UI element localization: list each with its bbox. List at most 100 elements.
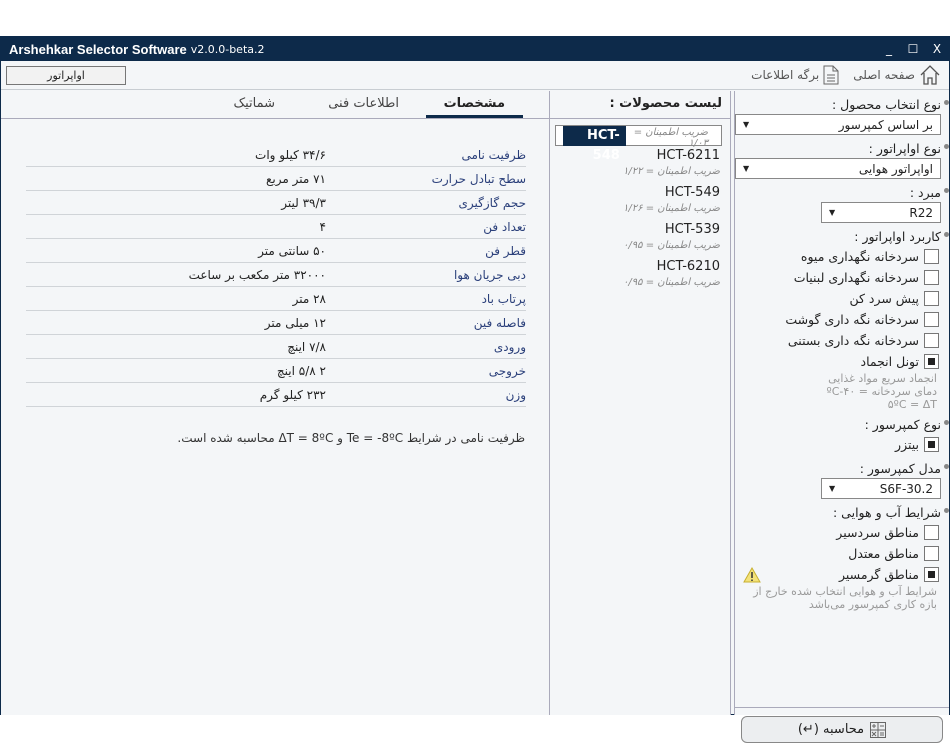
usage-label: کاربرد اواپراتور : — [735, 223, 949, 246]
safety-factor: ضریب اطمینان = ۱/۲۲ — [623, 166, 720, 177]
checkbox-box — [924, 249, 939, 264]
product-type-label: نوع انتخاب محصول : — [735, 91, 949, 114]
climates-checkbox[interactable]: مناطق سردسیر — [735, 522, 939, 543]
checkbox-box — [924, 354, 939, 369]
safety-factor: ضریب اطمینان = ۱/۰۳ — [633, 127, 708, 149]
home-link[interactable]: صفحه اصلی — [853, 64, 941, 86]
spec-row: وزن ۲۳۲ کیلو گرم — [26, 383, 526, 407]
product-list: لیست محصولات : HCT-548 ضریب اطمینان = ۱/۰… — [550, 91, 731, 715]
spec-value: ۱۲ میلی متر — [264, 316, 326, 330]
compressor-model-select[interactable]: S6F-30.2 ▼ — [821, 478, 941, 499]
hint-line: دمای سردخانه = ۴۰-ºC — [826, 385, 937, 398]
product-name: HCT-6210 — [656, 259, 720, 274]
tab-schematic[interactable]: شماتیک — [233, 96, 275, 111]
spec-row: قطر فن ۵۰ سانتی متر — [26, 239, 526, 263]
spec-label: وزن — [505, 388, 526, 402]
tab-bar: مشخصات اطلاعات فنی شماتیک — [1, 91, 549, 119]
spec-row: ورودی ۷/۸ اینچ — [26, 335, 526, 359]
checkbox-box — [924, 567, 939, 582]
details-panel: مشخصات اطلاعات فنی شماتیک ظرفیت نامی ۳۴/۶… — [1, 91, 550, 715]
calculate-button[interactable]: محاسبه (↵) — [741, 716, 943, 743]
product-item[interactable]: HCT-549 ضریب اطمینان = ۱/۲۶ — [555, 183, 726, 220]
checkbox-box — [924, 546, 939, 561]
spec-value: ۲۸ متر — [292, 292, 326, 306]
compressor-type-checkbox[interactable]: بیتزر — [735, 434, 939, 455]
spec-label: پرتاب باد — [481, 292, 526, 306]
evap-type-value: اواپراتور هوایی — [858, 161, 933, 176]
checkbox-label: سردخانه نگه داری گوشت — [785, 312, 919, 327]
spec-row: تعداد فن ۴ — [26, 215, 526, 239]
title-bar: Arshehkar Selector Software v2.0.0-beta.… — [1, 37, 949, 61]
checkbox-box — [924, 333, 939, 348]
usages-checkbox[interactable]: تونل انجماد — [735, 351, 939, 372]
checkbox-label: پیش سرد کن — [849, 291, 919, 306]
checkbox-box — [924, 525, 939, 540]
checkbox-label: سردخانه نگهداری لبنیات — [793, 270, 919, 285]
evaporator-button[interactable]: اواپراتور — [6, 66, 126, 85]
checkbox-label: مناطق گرمسیر — [839, 567, 919, 582]
info-sheet-link[interactable]: برگه اطلاعات — [751, 65, 839, 85]
checkbox-label: مناطق معتدل — [848, 546, 919, 561]
refrigerant-label: مبرد : — [735, 179, 949, 202]
refrigerant-select[interactable]: R22 ▼ — [821, 202, 941, 223]
product-item[interactable]: HCT-6211 ضریب اطمینان = ۱/۲۲ — [555, 146, 726, 183]
evap-type-label: نوع اواپراتور : — [735, 135, 949, 158]
product-type-value: بر اساس کمپرسور — [838, 117, 933, 132]
climate-label: شرایط آب و هوایی : — [735, 499, 949, 522]
toolbar: اواپراتور صفحه اصلی برگه اطلاعات — [1, 61, 949, 90]
app-version: v2.0.0-beta.2 — [190, 42, 265, 56]
spec-value: ۲۳۲ کیلو گرم — [259, 388, 326, 402]
climates-checkbox[interactable]: مناطق گرمسیر — [735, 564, 939, 585]
usages-checkbox[interactable]: سردخانه نگهداری میوه — [735, 246, 939, 267]
tab-technical-info[interactable]: اطلاعات فنی — [328, 96, 399, 111]
evap-type-select[interactable]: اواپراتور هوایی ▼ — [735, 158, 941, 179]
spec-label: ظرفیت نامی — [461, 148, 526, 162]
app-window: Arshehkar Selector Software v2.0.0-beta.… — [0, 36, 950, 743]
usages-checkbox[interactable]: پیش سرد کن — [735, 288, 939, 309]
usages-checkbox[interactable]: سردخانه نگه داری بستنی — [735, 330, 939, 351]
spec-row: پرتاب باد ۲۸ متر — [26, 287, 526, 311]
product-item[interactable]: HCT-539 ضریب اطمینان = ۰/۹۵ — [555, 220, 726, 257]
close-button[interactable]: X — [932, 42, 942, 56]
spec-label: تعداد فن — [483, 220, 526, 234]
usages-checkbox[interactable]: سردخانه نگهداری لبنیات — [735, 267, 939, 288]
warning-icon — [743, 567, 761, 583]
document-icon — [823, 65, 839, 85]
climates-checkbox[interactable]: مناطق معتدل — [735, 543, 939, 564]
checkbox-label: سردخانه نگهداری میوه — [800, 249, 919, 264]
spec-row: ظرفیت نامی ۳۴/۶ کیلو وات — [26, 143, 526, 167]
spec-label: فاصله فین — [473, 316, 526, 330]
tab-specs[interactable]: مشخصات — [425, 96, 523, 118]
maximize-button[interactable]: ☐ — [907, 42, 919, 56]
refrigerant-value: R22 — [909, 205, 933, 220]
spec-row: خروجی ۲ ۵/۸ اینچ — [26, 359, 526, 383]
product-item[interactable]: HCT-6210 ضریب اطمینان = ۰/۹۵ — [555, 257, 726, 294]
product-name: HCT-548 — [563, 125, 626, 163]
info-sheet-label: برگه اطلاعات — [751, 68, 820, 82]
chevron-down-icon: ▼ — [743, 120, 750, 129]
safety-factor: ضریب اطمینان = ۰/۹۵ — [623, 240, 720, 251]
compressor-type-label: نوع کمپرسور : — [735, 411, 949, 434]
spec-label: حجم گازگیری — [458, 196, 526, 210]
checkbox-box — [924, 291, 939, 306]
usages-checkbox[interactable]: سردخانه نگه داری گوشت — [735, 309, 939, 330]
checkbox-label: مناطق سردسیر — [836, 525, 919, 540]
spec-row: سطح تبادل حرارت ۷۱ متر مربع — [26, 167, 526, 191]
product-type-select[interactable]: بر اساس کمپرسور ▼ — [735, 114, 941, 135]
product-item[interactable]: HCT-548 ضریب اطمینان = ۱/۰۳ — [555, 125, 722, 163]
spec-value: ۳۹/۳ لیتر — [281, 196, 326, 210]
spec-value: ۵۰ سانتی متر — [258, 244, 326, 258]
checkbox-box — [924, 270, 939, 285]
spec-value: ۳۲۰۰۰ متر مکعب بر ساعت — [188, 268, 326, 282]
hint-line: ۵ºC = ΔT — [887, 398, 937, 411]
selection-sidebar: نوع انتخاب محصول : بر اساس کمپرسور ▼ نوع … — [734, 91, 949, 743]
minimize-button[interactable]: _ — [886, 42, 892, 56]
safety-factor: ضریب اطمینان = ۱/۲۶ — [623, 203, 720, 214]
hint-line: انجماد سریع مواد غذایی — [828, 372, 937, 385]
spec-label: ورودی — [493, 340, 526, 354]
spec-label: سطح تبادل حرارت — [431, 172, 526, 186]
safety-factor: ضریب اطمینان = ۰/۹۵ — [623, 277, 720, 288]
spec-label: خروجی — [488, 364, 526, 378]
climate-warning: شرایط آب و هوایی انتخاب شده خارج از بازه… — [753, 585, 937, 611]
specs-table: ظرفیت نامی ۳۴/۶ کیلو وات سطح تبادل حرارت ۷۱… — [26, 143, 526, 407]
